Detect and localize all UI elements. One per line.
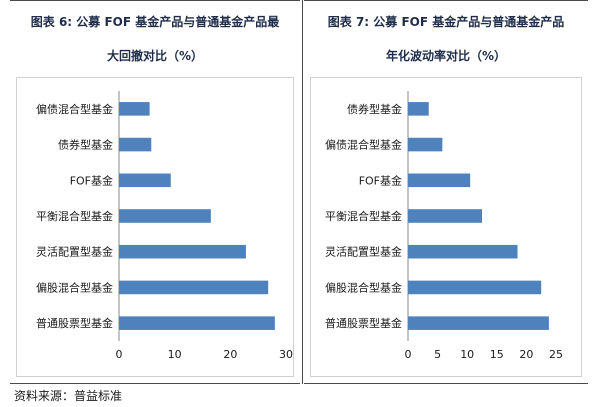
bar (408, 209, 482, 223)
bar (408, 102, 429, 116)
x-tick-label: 15 (490, 348, 504, 361)
chart-panel-volatility: 图表 7: 公募 FOF 基金产品与普通基金产品 年化波动率对比（%） 债券型基… (304, 0, 588, 384)
bar (119, 209, 211, 223)
bar (119, 280, 269, 295)
category-label: 债券型基金 (347, 102, 402, 116)
x-tick-label: 5 (434, 348, 441, 361)
category-label: 偏债混合型基金 (325, 138, 402, 152)
source-note: 资料来源：普益标准 (14, 389, 123, 403)
bar (408, 316, 549, 330)
bar (408, 137, 443, 152)
chart-panel-drawdown: 图表 6: 公募 FOF 基金产品与普通基金产品最 大回撤对比（%） 偏债混合型… (10, 0, 300, 384)
chart-title-line-2: 大回撤对比（%） (106, 49, 204, 63)
category-label: 平衡混合型基金 (325, 209, 402, 223)
x-tick-label: 25 (549, 348, 563, 361)
category-label: 灵活配置型基金 (325, 245, 402, 259)
x-tick-label: 30 (279, 348, 293, 361)
panel-divider (302, 0, 303, 384)
x-tick-label: 0 (116, 348, 123, 361)
category-label: FOF基金 (70, 173, 113, 187)
category-label: 平衡混合型基金 (36, 209, 113, 223)
bar (119, 102, 150, 116)
x-tick-label: 10 (168, 348, 182, 361)
bar (119, 244, 246, 259)
x-tick-label: 0 (405, 348, 412, 361)
bar (119, 173, 171, 188)
category-label: 偏股混合型基金 (36, 280, 113, 294)
bar (408, 280, 542, 295)
category-label: 偏股混合型基金 (325, 280, 402, 294)
category-label: 灵活配置型基金 (36, 245, 113, 259)
category-label: 普通股票型基金 (325, 316, 402, 330)
x-tick-label: 10 (460, 348, 474, 361)
chart-title-line-2: 年化波动率对比（%） (385, 49, 507, 63)
category-label: FOF基金 (359, 173, 402, 187)
x-tick-label: 20 (519, 348, 533, 361)
category-label: 偏债混合型基金 (36, 102, 113, 116)
category-label: 普通股票型基金 (36, 316, 113, 330)
chart-title-line-1: 图表 7: 公募 FOF 基金产品与普通基金产品 (327, 15, 565, 29)
category-label: 债券型基金 (58, 138, 113, 152)
bar (119, 137, 152, 152)
chart-title-line-1: 图表 6: 公募 FOF 基金产品与普通基金产品最 (30, 15, 280, 29)
bar (408, 244, 518, 259)
x-tick-label: 20 (223, 348, 237, 361)
bar (408, 173, 471, 188)
bar (119, 316, 275, 330)
